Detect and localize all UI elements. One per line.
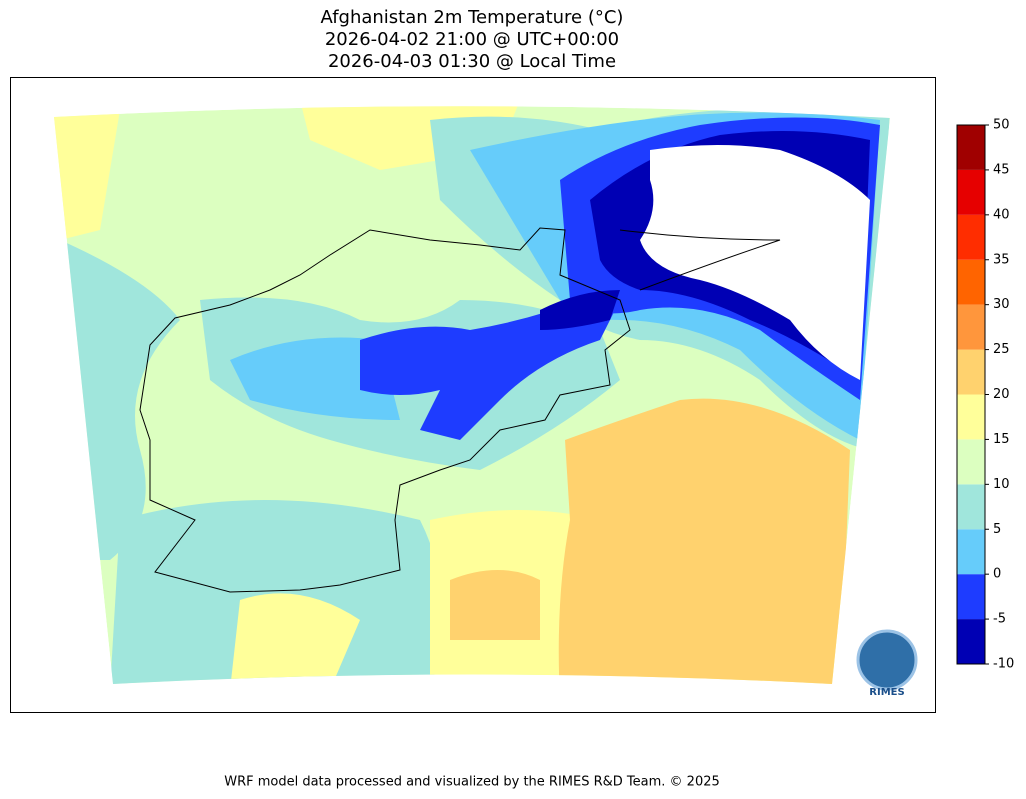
field — [360, 300, 620, 440]
tick-label: 45 — [993, 162, 1010, 177]
field — [640, 145, 870, 380]
field — [230, 593, 360, 684]
colorbar-segment — [957, 214, 985, 260]
field — [558, 398, 850, 684]
colorbar-segment — [957, 529, 985, 575]
tick-label: 25 — [993, 342, 1010, 357]
field — [540, 290, 620, 330]
colorbar-segment — [957, 125, 985, 170]
border — [619, 229, 781, 291]
title-line: 2026-04-03 01:30 @ Local Time — [328, 51, 616, 72]
tick-label: -5 — [993, 612, 1006, 627]
colorbar-segment — [957, 304, 985, 350]
logo-label: RIMES — [869, 687, 904, 698]
tick-label: 30 — [993, 297, 1010, 312]
colorbar: -10 -5 0 5 10 15 20 25 30 35 40 45 50 — [956, 118, 1014, 672]
tick-label: 20 — [993, 387, 1010, 402]
colorbar-segment — [957, 574, 985, 620]
colorbar-segment — [957, 349, 985, 395]
colorbar-segment — [957, 484, 985, 530]
colorbar-segment — [957, 169, 985, 215]
tick-label: 10 — [993, 477, 1010, 492]
field — [230, 337, 400, 420]
tick-label: 40 — [993, 207, 1010, 222]
map: RIMES — [10, 77, 936, 713]
tick-label: 50 — [993, 118, 1010, 133]
logo-emblem — [856, 629, 918, 691]
field — [450, 570, 540, 640]
colorbar-segment — [957, 394, 985, 440]
footer: WRF model data processed and visualized … — [224, 775, 720, 790]
tick-label: 15 — [993, 432, 1010, 447]
tick-label: 5 — [993, 522, 1001, 537]
tick-label: -10 — [993, 657, 1014, 672]
logo: RIMES — [856, 629, 918, 698]
colorbar-segment — [957, 619, 985, 664]
colorbar-segment — [957, 259, 985, 305]
country-border — [139, 227, 631, 593]
title-line: Afghanistan 2m Temperature (°C) — [321, 7, 624, 28]
colorbar-segment — [957, 439, 985, 485]
tick-label: 0 — [993, 567, 1001, 582]
tick-label: 35 — [993, 252, 1010, 267]
title-line: 2026-04-02 21:00 @ UTC+00:00 — [325, 29, 619, 50]
